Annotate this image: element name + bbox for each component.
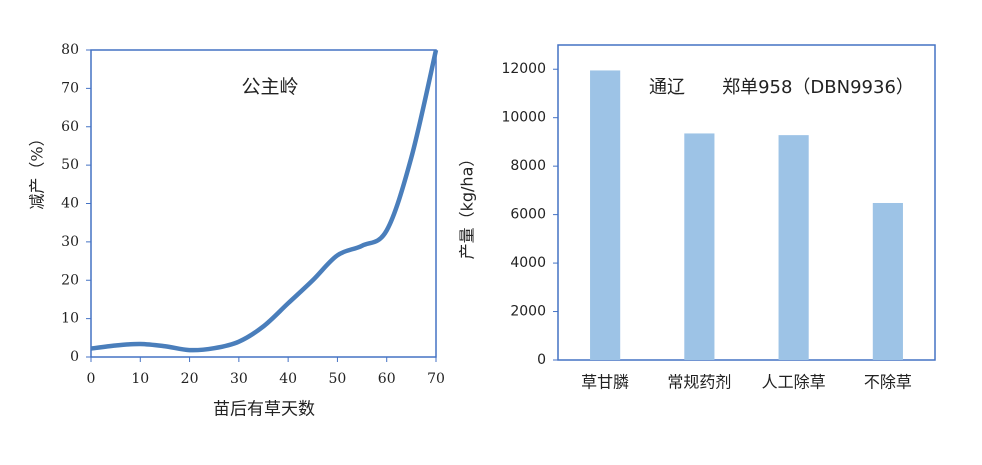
y-axis-label: 减产（%） xyxy=(28,130,47,209)
y-tick-label: 8000 xyxy=(510,158,546,174)
bar xyxy=(684,133,715,360)
x-tick-label: 人工除草 xyxy=(762,373,826,392)
y-tick-label: 10000 xyxy=(501,110,546,126)
bar xyxy=(872,202,903,360)
y-tick-label: 4000 xyxy=(510,255,546,271)
y-tick-label: 10 xyxy=(61,311,79,327)
x-tick-label: 50 xyxy=(329,371,347,387)
x-tick-label: 20 xyxy=(181,371,199,387)
x-tick-label: 不除草 xyxy=(864,373,912,392)
y-tick-label: 20 xyxy=(61,272,79,288)
y-tick-label: 70 xyxy=(61,80,79,96)
x-tick-label: 60 xyxy=(378,371,396,387)
y-tick-label: 0 xyxy=(537,352,546,368)
x-tick-label: 70 xyxy=(427,371,445,387)
y-tick-label: 2000 xyxy=(510,304,546,320)
y-tick-label: 80 xyxy=(61,42,79,58)
annotation: 公主岭 xyxy=(241,76,298,98)
subtitle: 郑单958（DBN9936） xyxy=(722,77,914,98)
bar xyxy=(590,70,621,360)
y-tick-label: 50 xyxy=(61,157,79,173)
annotation: 通辽 xyxy=(649,77,685,98)
y-tick-label: 30 xyxy=(61,234,79,250)
x-tick-label: 0 xyxy=(87,371,96,387)
y-tick-label: 6000 xyxy=(510,207,546,223)
y-tick-label: 40 xyxy=(61,196,79,212)
x-tick-label: 常规药剂 xyxy=(667,373,731,392)
plot-frame xyxy=(557,44,936,361)
x-tick-label: 30 xyxy=(230,371,248,387)
x-tick-label: 草甘膦 xyxy=(581,373,629,392)
bar xyxy=(778,135,809,360)
x-tick-label: 10 xyxy=(131,371,149,387)
y-tick-label: 12000 xyxy=(501,61,546,77)
y-tick-label: 60 xyxy=(61,119,79,135)
y-axis-label: 产量（kg/ha） xyxy=(458,151,477,260)
y-tick-label: 0 xyxy=(70,349,79,365)
x-tick-label: 40 xyxy=(279,371,297,387)
line-series xyxy=(90,49,439,353)
x-axis-label: 苗后有草天数 xyxy=(213,400,315,420)
